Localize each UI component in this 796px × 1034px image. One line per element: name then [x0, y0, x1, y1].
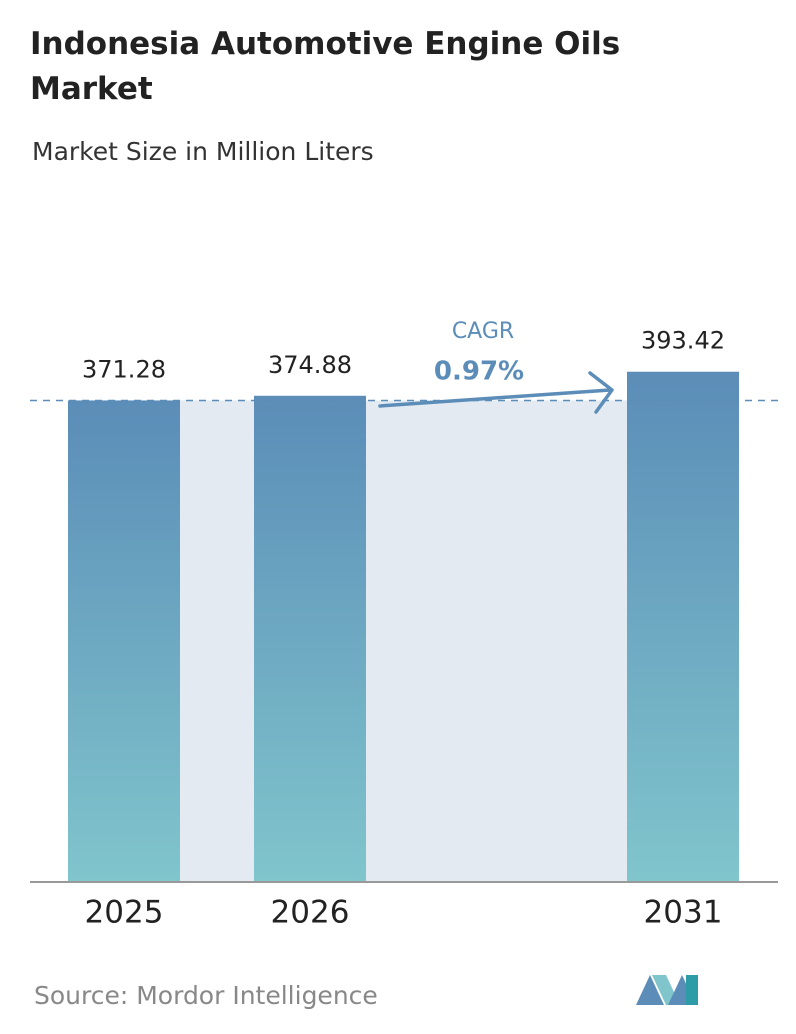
bar — [68, 400, 180, 882]
value-label: 393.42 — [641, 327, 725, 355]
chart-subtitle: Market Size in Million Liters — [32, 137, 374, 166]
cagr-label: CAGR — [452, 319, 514, 344]
bar — [254, 395, 366, 882]
shaded-band — [124, 400, 683, 882]
value-label: 374.88 — [268, 351, 352, 379]
plot-area: 371.28 2025 374.88 2026 393.42 2031 — [30, 327, 780, 931]
bar — [627, 371, 739, 882]
cagr-arrow — [378, 371, 614, 414]
x-tick-label: 2031 — [644, 895, 723, 931]
cagr-value: 0.97% — [434, 357, 524, 387]
chart-title: Indonesia Automotive Engine Oils Market — [30, 26, 621, 107]
logo — [636, 975, 698, 1005]
x-tick-label: 2025 — [85, 895, 164, 931]
value-label: 371.28 — [82, 355, 166, 383]
source: Source: Mordor Intelligence — [34, 981, 378, 1010]
title-box: Indonesia Automotive Engine Oils Market — [30, 26, 621, 107]
x-tick-label: 2026 — [271, 895, 350, 931]
